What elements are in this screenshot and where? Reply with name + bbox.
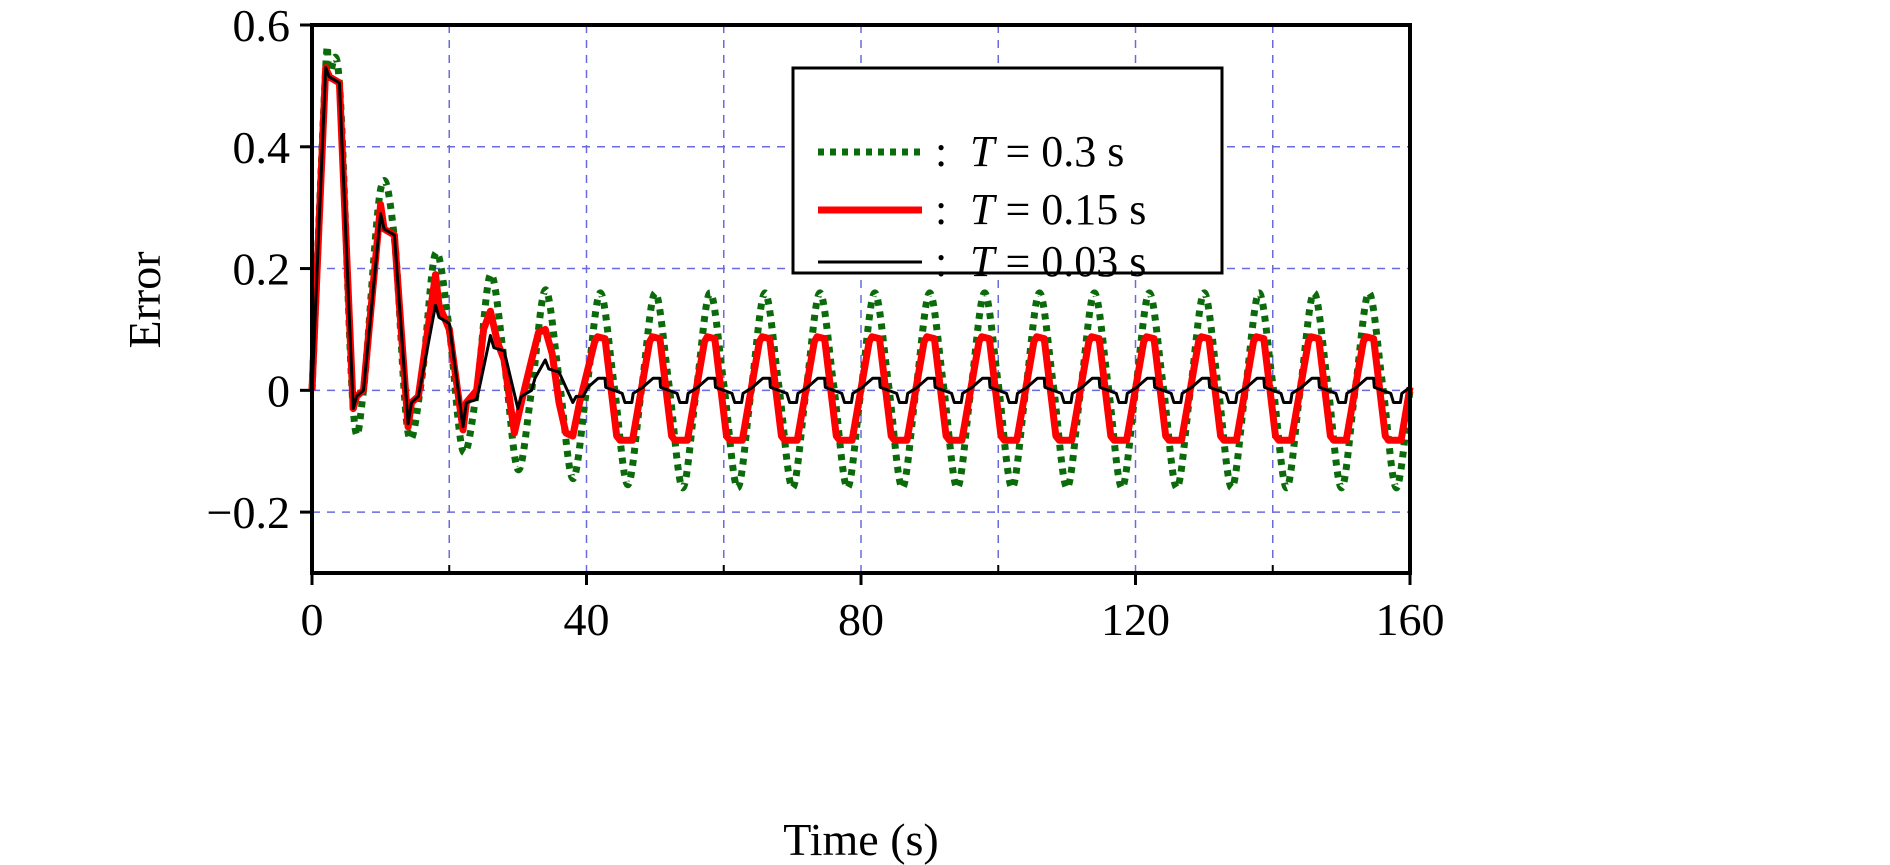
x-tick-label: 0 xyxy=(301,594,324,645)
legend-value: = 0.03 s xyxy=(994,237,1146,286)
legend-box xyxy=(791,66,1224,275)
axis-ticks: 0.6 0.4 0.2 0 −0.2 0 40 80 120 160 xyxy=(207,0,1445,645)
x-tick-label: 120 xyxy=(1101,594,1170,645)
y-tick-label: 0 xyxy=(267,365,290,416)
legend-value: = 0.15 s xyxy=(994,185,1146,234)
y-tick-label: −0.2 xyxy=(207,487,290,538)
legend: : T = 0.3 s: T = 0.15 s: T = 0.03 s xyxy=(791,66,1224,286)
y-tick-label: 0.2 xyxy=(233,244,291,295)
x-axis-label: Time (s) xyxy=(783,814,939,865)
series-t-0-15-line xyxy=(308,64,1414,444)
legend-label-series-t-0-15: T = 0.15 s xyxy=(970,185,1146,234)
legend-symbol: T xyxy=(970,185,998,234)
series-t-0-03-line xyxy=(310,66,1411,429)
x-tick-label: 80 xyxy=(838,594,884,645)
x-tick-label: 160 xyxy=(1376,594,1445,645)
legend-colon: : xyxy=(935,237,947,286)
x-tick-label: 40 xyxy=(564,594,610,645)
y-tick-label: 0.6 xyxy=(233,0,291,51)
series-lines xyxy=(308,42,1414,492)
y-axis-label: Error xyxy=(119,251,170,348)
legend-colon: : xyxy=(935,185,947,234)
legend-value: = 0.3 s xyxy=(994,127,1124,176)
legend-symbol: T xyxy=(970,127,998,176)
legend-colon: : xyxy=(935,127,947,176)
legend-label-series-t-0-03: T = 0.03 s xyxy=(970,237,1146,286)
y-tick-label: 0.4 xyxy=(233,122,291,173)
legend-label-series-t-0-3: T = 0.3 s xyxy=(970,127,1124,176)
legend-symbol: T xyxy=(970,237,998,286)
